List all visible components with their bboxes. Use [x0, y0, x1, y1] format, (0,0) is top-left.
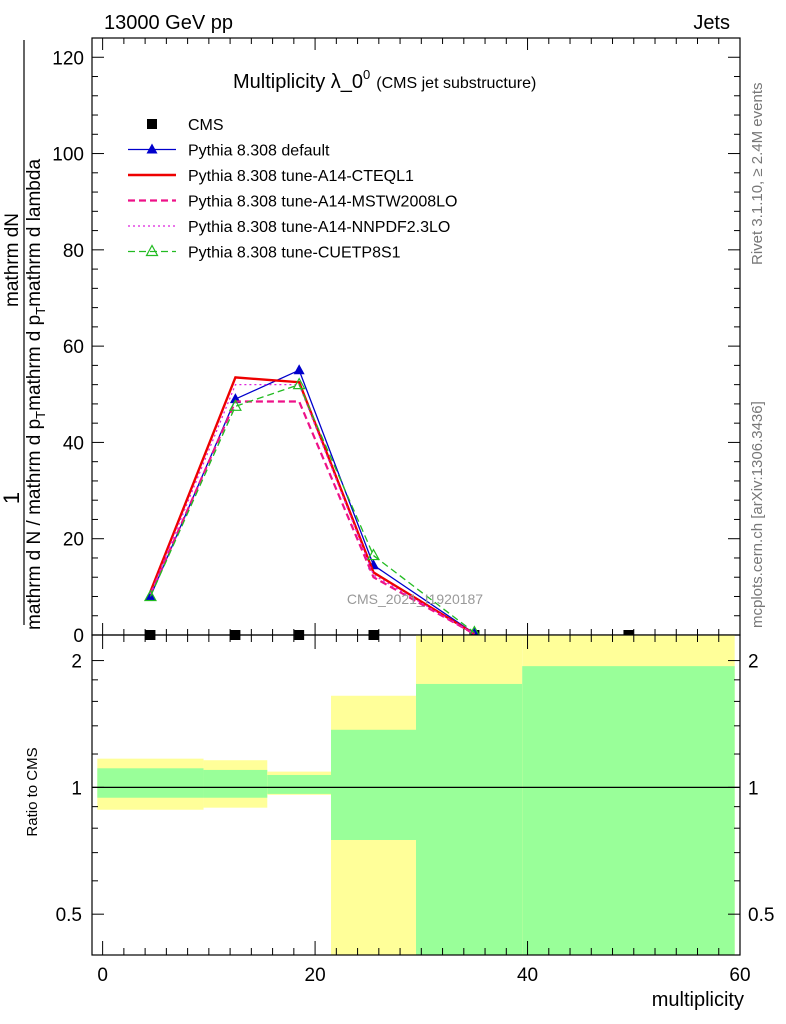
header-energy: 13000 GeV pp: [104, 12, 233, 34]
x-tick-label: 20: [305, 965, 326, 986]
main-ytick-label: 80: [63, 241, 84, 262]
legend-item: Pythia 8.308 default: [128, 143, 330, 160]
ylabel-numerator: 1: [0, 492, 24, 504]
legend-marker: [145, 244, 159, 257]
legend-marker: [146, 143, 158, 154]
title-main: Multiplicity λ_0: [233, 71, 363, 93]
series-pythia-8-308-tune-a14-nnpdf2-3lo: [149, 383, 475, 635]
svg-text:mathrm d N / mathrm d pTmathrm: mathrm d N / mathrm d pTmathrm d pTmathr…: [24, 159, 48, 630]
ratio-stat-band: [331, 729, 416, 841]
ratio-ytick-label: 0.5: [56, 905, 82, 926]
series-marker: [228, 399, 242, 411]
ratio-ytick-label-right: 1: [748, 778, 759, 799]
ylabel-numerator-d: mathrm d: [2, 227, 23, 307]
ratio-y-axis-label: Ratio to CMS: [24, 747, 41, 836]
ratio-stat-band: [97, 768, 204, 798]
main-ytick-label: 40: [63, 433, 84, 454]
series-pythia-8-308-tune-cuetp8s1: [143, 377, 481, 638]
main-ytick-label: 120: [52, 48, 84, 69]
main-ytick-label: 100: [52, 145, 84, 166]
title-superscript: 0: [363, 67, 370, 82]
rivet-version-label: Rivet 3.1.10, ≥ 2.4M events: [749, 83, 766, 266]
ylabel-denominator-subscript: T: [33, 411, 48, 419]
legend-label: Pythia 8.308 default: [188, 143, 330, 160]
ratio-stat-band: [267, 774, 332, 794]
svg-text:mathrm dN: mathrm dN: [2, 213, 23, 307]
main-ytick-label: 60: [63, 337, 84, 358]
main-panel: 0 20 40 60 80 100 120 CMS_2021_I1920187: [52, 37, 741, 647]
ratio-ytick-label: 1: [71, 778, 82, 799]
legend-label: Pythia 8.308 tune-A14-CTEQL1: [188, 168, 414, 185]
x-tick-label: 40: [517, 965, 538, 986]
x-tick-label: 60: [729, 965, 750, 986]
legend-item: Pythia 8.308 tune-A14-CTEQL1: [128, 168, 414, 185]
legend-item: CMS: [147, 117, 224, 134]
main-ytick-label: 0: [73, 626, 84, 647]
ratio-stat-band: [203, 769, 268, 798]
legend-label: Pythia 8.308 tune-CUETP8S1: [188, 245, 401, 262]
ratio-ytick-label-right: 2: [748, 652, 759, 673]
legend-item: Pythia 8.308 tune-CUETP8S1: [128, 244, 401, 262]
legend-label: CMS: [188, 117, 224, 134]
analysis-watermark: CMS_2021_I1920187: [347, 591, 483, 607]
svg-text:Multiplicity λ_00(CMS jet subs: Multiplicity λ_00 (CMS jet substructure): [233, 67, 536, 93]
main-ytick-label: 20: [63, 530, 84, 551]
ylabel-numerator-N: N: [2, 213, 23, 227]
legend-label: Pythia 8.308 tune-A14-NNPDF2.3LO: [188, 219, 450, 236]
series-marker: [292, 377, 306, 390]
ratio-frame: [91, 634, 741, 956]
header-category: Jets: [693, 12, 730, 34]
main-title: Multiplicity λ_00 (CMS jet substructure): [233, 67, 536, 93]
legend: CMS Pythia 8.308 default Pythia 8.308 tune…: [128, 117, 457, 262]
ylabel-denominator-subscript-2: T: [33, 307, 48, 315]
series-marker: [366, 548, 381, 561]
x-tick-label: 0: [97, 965, 108, 986]
series-line: [149, 383, 475, 634]
series-line: [149, 383, 475, 635]
legend-label: Pythia 8.308 tune-A14-MSTW2008LO: [188, 194, 457, 211]
title-subtitle: (CMS jet substructure): [376, 75, 536, 92]
ratio-ytick-label-right: 0.5: [748, 905, 774, 926]
ratio-stat-band: [416, 683, 523, 955]
main-y-axis-label: 1 mathrm d N / mathrm d pTmathrm d pTmat…: [0, 40, 48, 630]
series-pythia-8-308-tune-a14-cteql1: [149, 376, 476, 636]
legend-item: Pythia 8.308 tune-A14-MSTW2008LO: [128, 194, 457, 211]
x-axis-label: multiplicity: [652, 989, 744, 1011]
mcplots-label: mcplots.cern.ch [arXiv:1306.3436]: [749, 401, 766, 628]
series-marker: [143, 589, 157, 602]
ylabel-denominator-middle: mathrm d p: [24, 315, 45, 411]
series-marker: [293, 364, 305, 375]
ratio-ytick-label: 2: [71, 652, 82, 673]
legend-item: Pythia 8.308 tune-A14-NNPDF2.3LO: [128, 219, 450, 236]
series-line: [149, 376, 476, 636]
ratio-stat-band: [522, 666, 735, 955]
ylabel-denominator-tail: mathrm d lambda: [24, 159, 45, 307]
ratio-panel: 0.5 0.5 1 1 2 2 0 20 40 60: [56, 634, 774, 986]
legend-swatch: [147, 119, 157, 129]
ylabel-denominator: mathrm d N / mathrm d p: [24, 419, 45, 630]
